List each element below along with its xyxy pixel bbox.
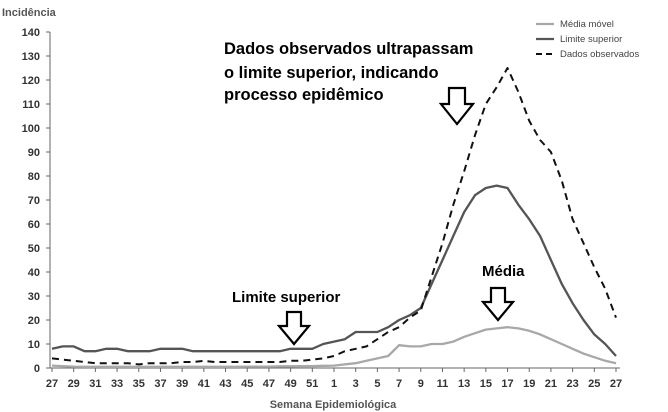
x-tick-label: 33 — [111, 378, 123, 390]
x-tick-label: 7 — [396, 378, 402, 390]
x-tick-label: 51 — [306, 378, 318, 390]
x-tick-label: 15 — [480, 378, 492, 390]
y-tick-group: 0 10 20 30 40 50 60 70 80 90 100 110 120 130 140 — [22, 27, 50, 375]
x-tick-label: 19 — [523, 378, 535, 390]
y-tick-label: 130 — [22, 51, 40, 63]
x-tick-label: 9 — [418, 378, 424, 390]
x-tick-label: 35 — [133, 378, 145, 390]
x-tick-label: 45 — [241, 378, 253, 390]
y-tick-label: 70 — [28, 195, 40, 207]
arrow-down-icon-epidemic — [438, 86, 476, 126]
y-tick-label: 140 — [22, 27, 40, 39]
annotation-line-2: o limite superior, indicando — [224, 64, 439, 82]
x-tick-label: 11 — [437, 378, 449, 390]
y-tick-label: 80 — [28, 171, 40, 183]
legend-label-media-movel: Média móvel — [560, 19, 614, 30]
x-tick-label: 5 — [374, 378, 380, 390]
series-line-dados-observados — [51, 67, 617, 366]
x-tick-label: 41 — [198, 378, 210, 390]
x-tick-label: 31 — [89, 378, 101, 390]
annotation-media: Média — [482, 263, 525, 280]
y-tick-label: 110 — [22, 99, 40, 111]
arrow-down-icon-limite — [276, 310, 312, 346]
annotation-line-1: Dados observados ultrapassam — [224, 40, 473, 58]
legend: Média móvel Limite superior Dados observ… — [536, 19, 639, 60]
x-axis-title: Semana Epidemiológica — [270, 399, 397, 411]
x-tick-label: 43 — [219, 378, 231, 390]
y-tick-label: 0 — [34, 363, 40, 375]
x-tick-label: 3 — [353, 378, 359, 390]
x-tick-label: 17 — [501, 378, 513, 390]
series-line-limite-superior — [51, 184, 617, 357]
x-tick-label: 29 — [68, 378, 80, 390]
x-tick-label: 47 — [263, 378, 275, 390]
x-tick-label: 39 — [176, 378, 188, 390]
series-line-media-movel — [51, 326, 617, 368]
y-tick-label: 10 — [28, 339, 40, 351]
legend-label-dados-observados: Dados observados — [560, 49, 639, 60]
x-tick-label: 27 — [610, 378, 622, 390]
y-axis-title: Incidência — [2, 7, 57, 19]
series-group — [51, 67, 617, 368]
y-tick-label: 120 — [22, 75, 40, 87]
x-tick-label: 49 — [284, 378, 296, 390]
x-tick-label: 27 — [46, 378, 58, 390]
y-tick-label: 50 — [28, 243, 40, 255]
legend-label-limite-superior: Limite superior — [560, 34, 622, 45]
annotation-limite-superior: Limite superior — [232, 289, 341, 306]
y-tick-label: 40 — [28, 267, 40, 279]
x-tick-label: 21 — [545, 378, 557, 390]
x-tick-group: 27 29 31 33 35 37 39 41 43 45 47 49 51 1 3 5 7 9 11 13 15 17 1… — [46, 368, 622, 390]
arrow-down-icon-media — [480, 286, 516, 322]
x-tick-label: 25 — [588, 378, 600, 390]
x-tick-label: 13 — [458, 378, 470, 390]
annotation-line-3: processo epidêmico — [224, 86, 384, 104]
x-tick-label: 1 — [331, 378, 337, 390]
y-tick-label: 20 — [28, 315, 40, 327]
y-tick-label: 30 — [28, 291, 40, 303]
y-tick-label: 100 — [22, 123, 40, 135]
y-tick-label: 90 — [28, 147, 40, 159]
y-tick-label: 60 — [28, 219, 40, 231]
x-tick-label: 37 — [154, 378, 166, 390]
x-tick-label: 23 — [566, 378, 578, 390]
